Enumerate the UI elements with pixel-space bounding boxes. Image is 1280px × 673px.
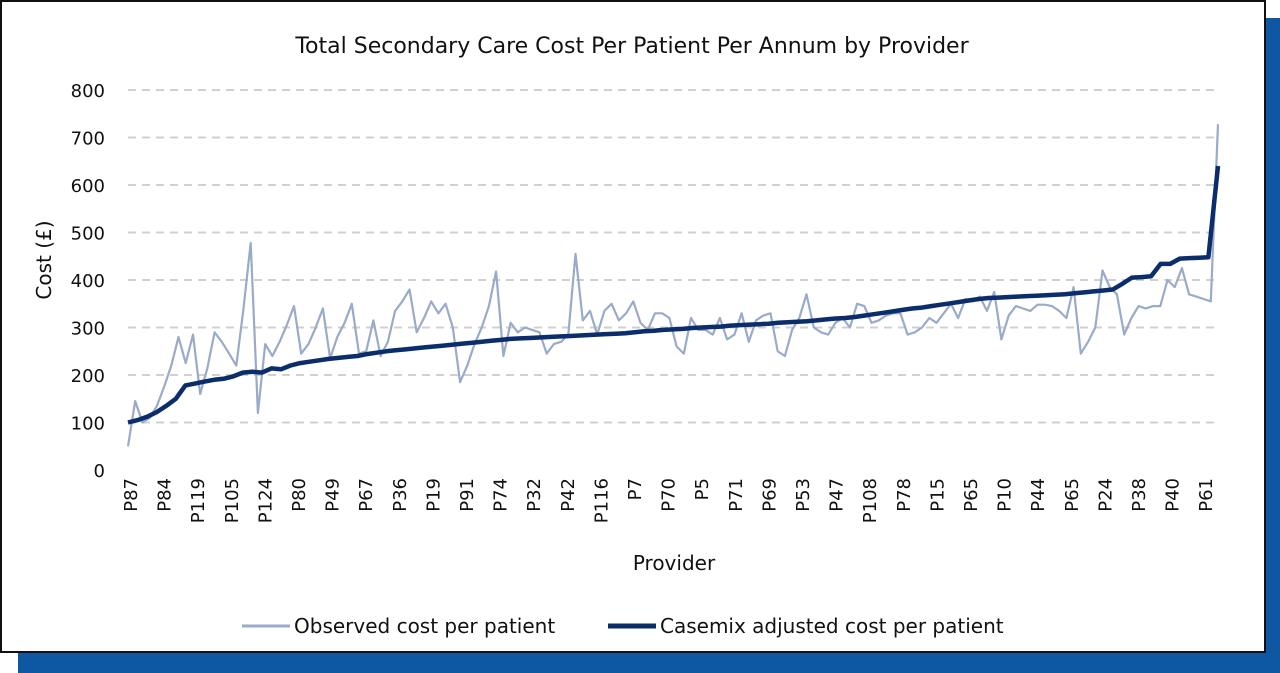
- x-tick-label: P15: [927, 478, 948, 512]
- x-tick-label: P53: [793, 478, 814, 512]
- legend: Observed cost per patient Casemix adjust…: [242, 614, 1004, 638]
- gridlines: [128, 89, 1218, 424]
- x-axis-ticks: P87 P84 P119 P105 P124 P80 P49 P67 P36 P19 P91 P74 P…: [121, 478, 1217, 523]
- x-tick-label: P19: [423, 478, 444, 512]
- chart-title: Total Secondary Care Cost Per Patient Pe…: [294, 34, 969, 59]
- y-tick-label: 800: [71, 81, 105, 102]
- x-tick-label: P84: [155, 478, 176, 512]
- legend-label-observed: Observed cost per patient: [294, 614, 555, 638]
- x-tick-label: P38: [1129, 478, 1150, 512]
- x-tick-label: P105: [222, 478, 243, 523]
- x-tick-label: P91: [457, 478, 478, 512]
- x-tick-label: P61: [1196, 478, 1217, 512]
- x-tick-label: P44: [1028, 478, 1049, 512]
- x-tick-label: P69: [759, 478, 780, 512]
- x-tick-label: P119: [188, 478, 209, 523]
- observed-series-line: [126, 124, 1220, 447]
- x-axis-title: Provider: [633, 551, 716, 575]
- x-tick-label: P108: [860, 478, 881, 523]
- x-tick-label: P36: [390, 478, 411, 512]
- x-tick-label: P80: [289, 478, 310, 512]
- x-tick-label: P67: [356, 478, 377, 512]
- y-tick-label: 0: [94, 461, 105, 482]
- x-tick-label: P5: [692, 478, 713, 500]
- x-tick-label: P40: [1163, 478, 1184, 512]
- x-tick-label: P71: [726, 478, 747, 512]
- x-tick-label: P116: [591, 478, 612, 523]
- x-tick-label: P65: [1062, 478, 1083, 512]
- x-tick-label: P124: [255, 478, 276, 523]
- x-tick-label: P74: [491, 478, 512, 512]
- series-lines: [126, 124, 1221, 447]
- y-tick-label: 600: [71, 176, 105, 197]
- x-tick-label: P49: [323, 478, 344, 512]
- y-axis-ticks: 0 100 200 300 400 500 600 700 800: [71, 81, 105, 482]
- adjusted-series-line: [127, 165, 1221, 425]
- y-tick-label: 200: [71, 366, 105, 387]
- x-tick-label: P65: [961, 478, 982, 512]
- legend-label-adjusted: Casemix adjusted cost per patient: [660, 614, 1004, 638]
- y-tick-label: 400: [71, 271, 105, 292]
- y-axis-title: Cost (£): [32, 220, 56, 299]
- x-tick-label: P47: [827, 478, 848, 512]
- y-tick-label: 100: [71, 414, 105, 435]
- y-tick-label: 300: [71, 319, 105, 340]
- x-tick-label: P70: [659, 478, 680, 512]
- x-tick-label: P32: [524, 478, 545, 512]
- x-tick-label: P87: [121, 478, 142, 512]
- y-tick-label: 500: [71, 224, 105, 245]
- x-tick-label: P7: [625, 478, 646, 500]
- x-tick-label: P10: [995, 478, 1016, 512]
- x-tick-label: P42: [558, 478, 579, 512]
- x-tick-label: P78: [894, 478, 915, 512]
- y-tick-label: 700: [71, 129, 105, 150]
- x-tick-label: P24: [1095, 478, 1116, 512]
